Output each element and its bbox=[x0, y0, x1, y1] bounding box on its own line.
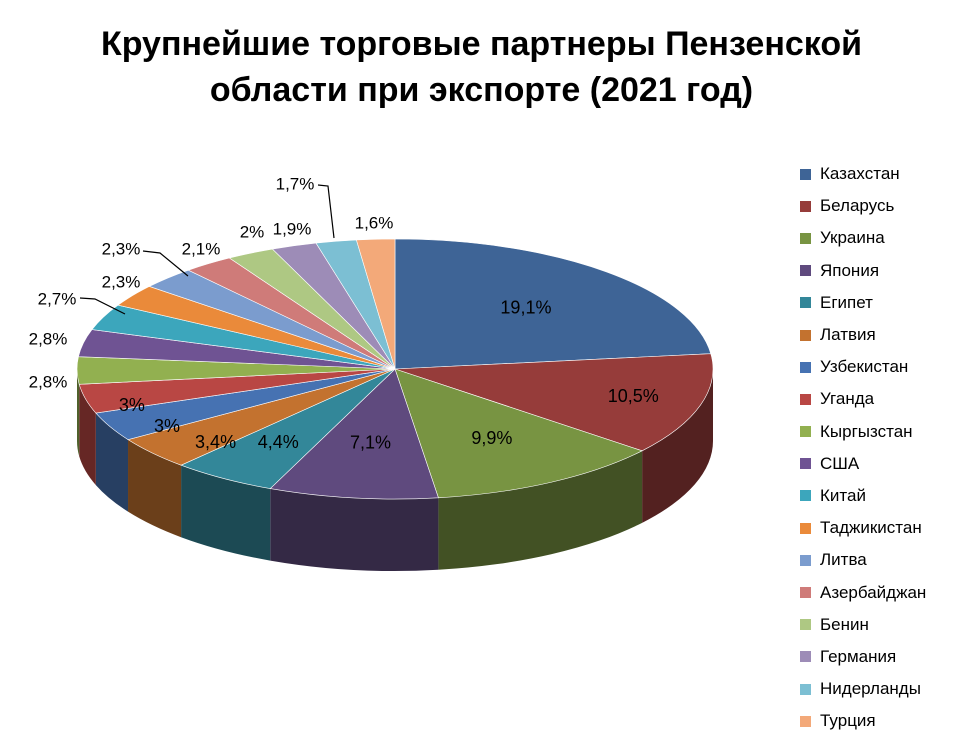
legend-label: Беларусь bbox=[820, 196, 895, 216]
pie-side-5 bbox=[181, 465, 271, 561]
data-label-5: 4,4% bbox=[258, 432, 299, 452]
legend-item-8: Уганда bbox=[800, 383, 960, 415]
data-label-11: 2,7% bbox=[38, 289, 77, 308]
data-label-2: 10,5% bbox=[608, 386, 659, 406]
data-label-7: 3% bbox=[154, 416, 180, 436]
pie-side-9 bbox=[77, 369, 80, 457]
data-label-4: 7,1% bbox=[350, 432, 391, 452]
legend-label: Нидерланды bbox=[820, 679, 921, 699]
legend-label: Германия bbox=[820, 646, 897, 666]
pie-slice-18 bbox=[355, 238, 396, 370]
legend-label: Латвия bbox=[820, 325, 876, 345]
pie-side-walls bbox=[77, 369, 713, 572]
legend-item-2: Беларусь bbox=[800, 190, 960, 222]
data-label-12: 2,3% bbox=[102, 272, 141, 291]
legend-swatch bbox=[800, 232, 811, 244]
legend-item-5: Египет bbox=[800, 287, 960, 319]
chart-title-line-1: Крупнейшие торговые партнеры Пензенской bbox=[100, 25, 862, 63]
legend-label: США bbox=[820, 453, 860, 473]
legend-swatch bbox=[800, 651, 811, 663]
legend-item-16: Германия bbox=[800, 641, 960, 673]
legend-item-11: Китай bbox=[800, 480, 960, 512]
pie-slices bbox=[76, 238, 714, 500]
legend-item-6: Латвия bbox=[800, 319, 960, 351]
pie-slice-1 bbox=[394, 238, 712, 370]
legend-label: Кыргызстан bbox=[820, 421, 913, 441]
data-label-16: 1,9% bbox=[273, 219, 312, 238]
data-label-8: 3% bbox=[119, 395, 145, 415]
pie-side-3 bbox=[438, 450, 643, 570]
legend-item-15: Бенин bbox=[800, 609, 960, 641]
legend: Казахстан Беларусь Украина Япония Египет Латв… bbox=[800, 158, 960, 737]
legend-label: Украина bbox=[820, 228, 885, 248]
legend-swatch bbox=[800, 619, 811, 631]
legend-item-12: Таджикистан bbox=[800, 512, 960, 544]
chart-title-line-2: области при экспорте (2021 год) bbox=[209, 71, 754, 109]
legend-swatch bbox=[800, 522, 811, 534]
leader-line-13 bbox=[142, 250, 189, 277]
legend-label: Казахстан bbox=[820, 164, 900, 184]
data-label-13: 2,3% bbox=[102, 239, 141, 258]
data-label-18: 1,6% bbox=[355, 213, 394, 232]
pie-side-2 bbox=[642, 369, 713, 523]
legend-label: Уганда bbox=[820, 389, 875, 409]
leader-line-17 bbox=[317, 184, 335, 239]
legend-label: Азербайджан bbox=[820, 582, 927, 602]
legend-item-7: Узбекистан bbox=[800, 351, 960, 383]
data-label-3: 9,9% bbox=[471, 428, 512, 448]
legend-label: Узбекистан bbox=[820, 357, 909, 377]
legend-label: Бенин bbox=[820, 614, 869, 634]
legend-swatch bbox=[800, 458, 811, 470]
legend-item-10: США bbox=[800, 448, 960, 480]
legend-item-17: Нидерланды bbox=[800, 673, 960, 705]
legend-swatch bbox=[800, 715, 811, 727]
pie-side-6 bbox=[128, 439, 182, 538]
pie-slice-4 bbox=[269, 368, 439, 500]
legend-label: Китай bbox=[820, 485, 866, 505]
data-label-17: 1,7% bbox=[276, 174, 315, 193]
legend-label: Таджикистан bbox=[820, 518, 922, 538]
data-labels: 19,1% 10,5% 9,9% 7,1% 4,4% 3,4% 3% 3% 2,8% 2,8% 2,… bbox=[29, 174, 659, 452]
legend-item-1: Казахстан bbox=[800, 158, 960, 190]
pie-side-8 bbox=[79, 384, 96, 486]
legend-swatch bbox=[800, 683, 811, 695]
pie-slice-3 bbox=[394, 368, 643, 499]
legend-swatch bbox=[800, 393, 811, 405]
pie-slice-2 bbox=[394, 353, 714, 452]
legend-swatch bbox=[800, 490, 811, 502]
data-label-1: 19,1% bbox=[500, 297, 551, 317]
legend-item-13: Литва bbox=[800, 544, 960, 576]
leader-lines bbox=[79, 184, 335, 315]
data-label-6: 3,4% bbox=[195, 432, 236, 452]
legend-label: Литва bbox=[820, 550, 867, 570]
legend-swatch bbox=[800, 554, 811, 566]
legend-swatch bbox=[800, 587, 811, 599]
data-label-10: 2,8% bbox=[29, 329, 68, 348]
legend-swatch bbox=[800, 265, 811, 277]
data-label-15: 2% bbox=[240, 222, 265, 241]
legend-swatch bbox=[800, 426, 811, 438]
legend-item-4: Япония bbox=[800, 255, 960, 287]
data-label-9: 2,8% bbox=[29, 372, 68, 391]
legend-swatch bbox=[800, 361, 811, 373]
leader-line-11 bbox=[79, 297, 126, 315]
data-label-14: 2,1% bbox=[182, 239, 221, 258]
legend-item-14: Азербайджан bbox=[800, 576, 960, 608]
legend-swatch bbox=[800, 200, 811, 212]
legend-swatch bbox=[800, 297, 811, 309]
legend-label: Турция bbox=[820, 711, 876, 731]
legend-swatch bbox=[800, 168, 811, 180]
legend-label: Египет bbox=[820, 292, 873, 312]
pie-side-7 bbox=[95, 413, 129, 512]
legend-swatch bbox=[800, 329, 811, 341]
legend-item-18: Турция bbox=[800, 705, 960, 737]
legend-label: Япония bbox=[820, 260, 880, 280]
pie-side-4 bbox=[270, 488, 439, 572]
legend-item-9: Кыргызстан bbox=[800, 416, 960, 448]
legend-item-3: Украина bbox=[800, 222, 960, 254]
